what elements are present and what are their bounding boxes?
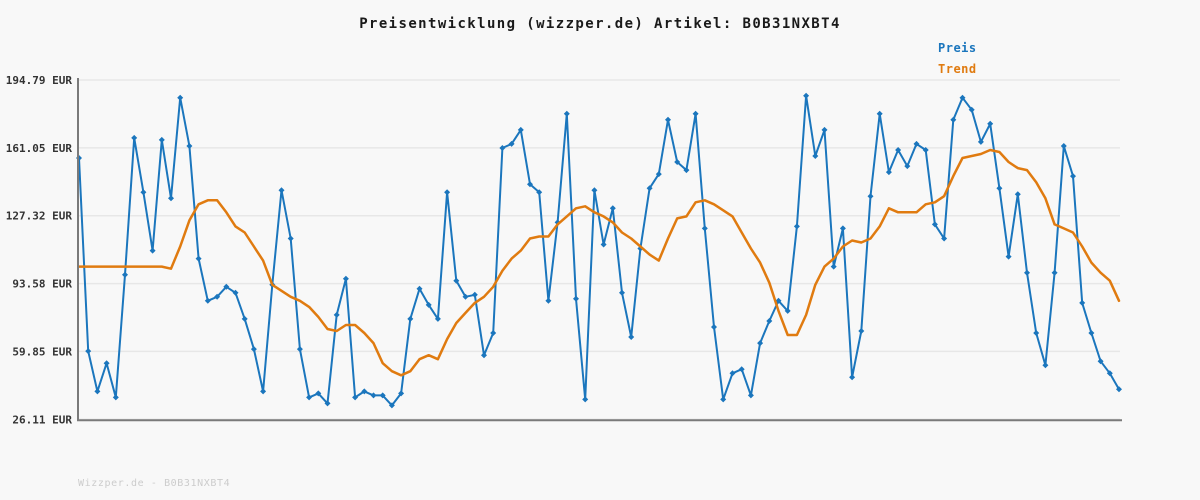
- legend-item-preis[interactable]: Preis: [938, 41, 977, 55]
- y-axis-tick-label: 93.58 EUR: [12, 278, 72, 291]
- y-axis-tick-label: 26.11 EUR: [12, 413, 72, 426]
- price-line: [78, 94, 1120, 407]
- y-axis-tick-label: 127.32 EUR: [6, 210, 73, 223]
- y-axis-tick-label: 59.85 EUR: [12, 345, 72, 358]
- trend-line: [77, 148, 1121, 377]
- axis-spines: [77, 78, 1122, 422]
- price-point-markers: [76, 92, 1122, 409]
- chart-title: Preisentwicklung (wizzper.de) Artikel: B…: [359, 16, 841, 32]
- legend: Preis Trend: [938, 38, 977, 80]
- y-axis-tick-label: 161.05 EUR: [6, 142, 73, 155]
- watermark: Wizzper.de - B0B31NXBT4: [78, 478, 231, 489]
- legend-item-trend[interactable]: Trend: [938, 62, 977, 76]
- y-axis-tick-label: 194.79 EUR: [6, 74, 73, 87]
